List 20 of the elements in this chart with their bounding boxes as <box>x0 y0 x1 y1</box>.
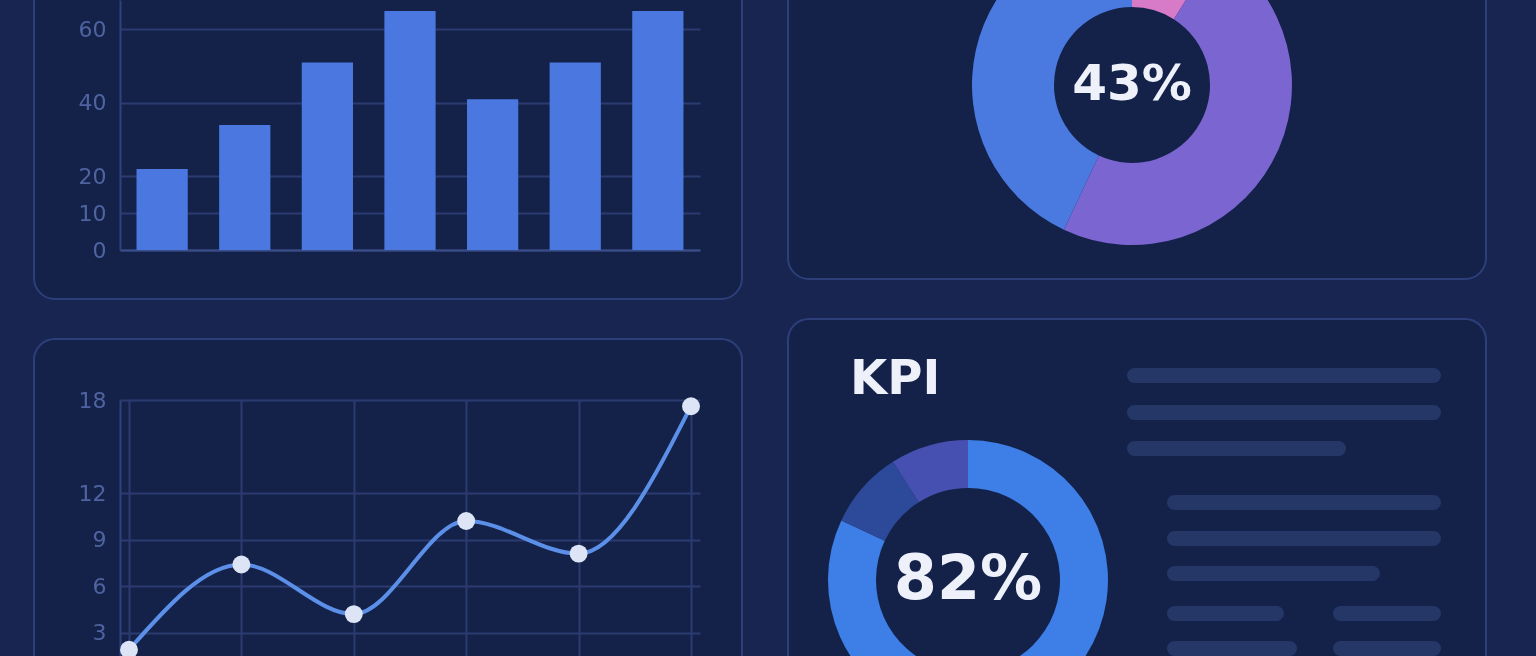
bar <box>136 169 188 250</box>
bar <box>467 99 519 250</box>
bar <box>301 62 353 250</box>
bar <box>549 62 601 250</box>
text: 43% <box>1072 54 1192 112</box>
y-tick-label: 9 <box>92 527 107 553</box>
y-tick-label: 12 <box>78 480 107 506</box>
y-tick-label: 3 <box>92 620 107 646</box>
text: 82% <box>893 541 1043 614</box>
y-tick-label: 18 <box>78 387 107 413</box>
bar <box>632 11 684 250</box>
y-tick-label: 60 <box>78 16 107 42</box>
y-tick-label: 20 <box>78 163 107 189</box>
y-tick-label: 0 <box>92 237 107 263</box>
chart-title: KPI <box>850 349 941 405</box>
y-tick-label: 10 <box>78 200 107 226</box>
bar <box>384 11 436 250</box>
bar <box>219 125 271 250</box>
y-tick-label: 40 <box>78 90 107 116</box>
y-tick-label: 6 <box>92 573 107 599</box>
